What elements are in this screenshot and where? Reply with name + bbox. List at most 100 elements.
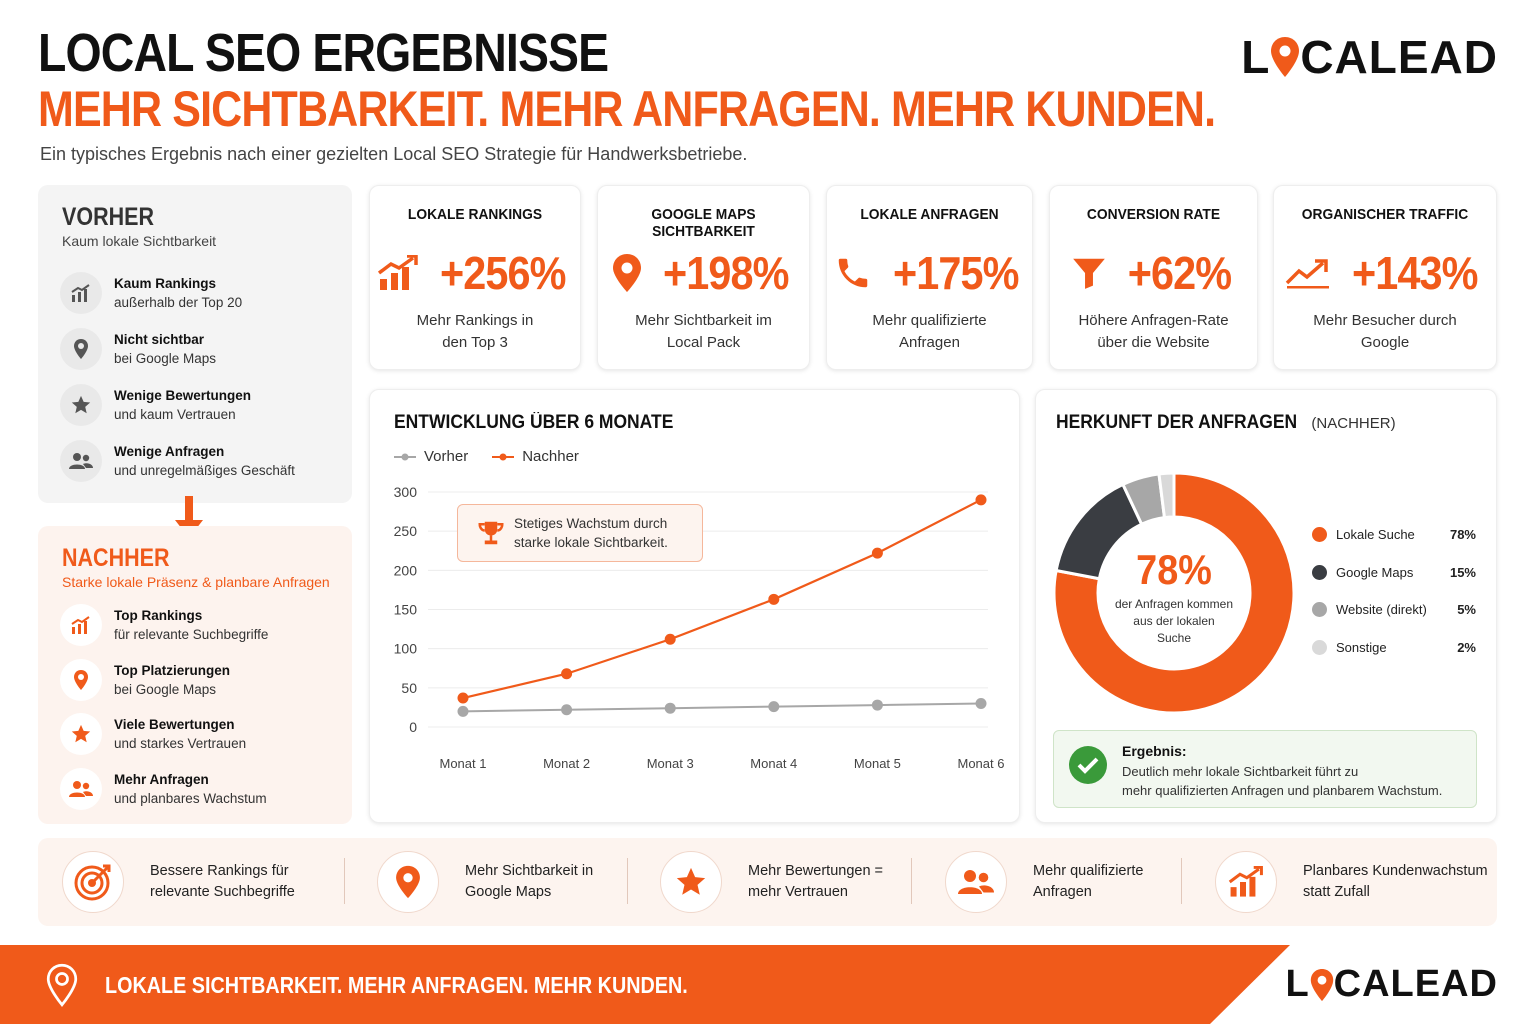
legend-value: 78% — [1449, 527, 1476, 543]
benefit-item: Bessere Rankings für relevante Suchbegrif… — [62, 851, 330, 913]
kpi-value: +256% — [440, 247, 566, 299]
before-item: Kaum Rankings außerhalb der Top 20 — [60, 265, 340, 321]
kpi-desc-line: den Top 3 — [442, 334, 508, 351]
before-item-text: außerhalb der Top 20 — [114, 295, 243, 310]
line-chart-legend: Vorher Nachher — [394, 448, 579, 465]
y-tick-label: 100 — [394, 641, 418, 657]
funnel-icon — [1073, 258, 1105, 289]
before-item-text: und unregelmäßiges Geschäft — [114, 463, 295, 478]
legend-row: Website (direkt) 5% — [1312, 591, 1476, 629]
bar-chart-up-icon — [1215, 851, 1277, 913]
benefit-line: Planbares Kundenwachstum — [1303, 863, 1488, 879]
chart-icon — [60, 604, 102, 647]
logo-text-left: L — [1241, 31, 1271, 83]
after-item: Viele Bewertungen und starkes Vertrauen — [60, 707, 340, 762]
legend-value: 15% — [1449, 564, 1476, 580]
donut-chart-title: HERKUNFT DER ANFRAGEN (NACHHER) — [1056, 412, 1396, 434]
legend-dot — [1312, 564, 1327, 580]
before-item-title: Kaum Rankings — [114, 276, 217, 291]
kpi-desc-line: Höhere Anfragen-Rate — [1078, 312, 1229, 329]
after-item: Top Platzierungen bei Google Maps — [60, 653, 340, 708]
benefit-line: Mehr Sichtbarkeit in — [465, 863, 594, 879]
footer: LOKALE SICHTBARKEIT. MEHR ANFRAGEN. MEHR… — [0, 945, 1536, 1024]
legend-label: Website (direkt) — [1336, 602, 1427, 618]
legend-label: Lokale Suche — [1336, 527, 1415, 543]
before-item-text: und kaum Vertrauen — [114, 407, 236, 422]
line-chart-title: ENTWICKLUNG ÜBER 6 MONATE — [394, 412, 674, 433]
after-item: Mehr Anfragen und planbares Wachstum — [60, 762, 340, 817]
donut-chart — [1052, 471, 1296, 715]
after-heading: NACHHER — [62, 544, 170, 572]
data-point-nachher — [768, 593, 780, 605]
after-item-text: und starkes Vertrauen — [114, 736, 247, 752]
phone-icon — [838, 258, 867, 288]
before-item: Wenige Bewertungen und kaum Vertrauen — [60, 377, 340, 433]
users-icon — [60, 767, 102, 810]
after-item-text: für relevante Suchbegriffe — [114, 627, 269, 643]
benefit-item: Planbares Kundenwachstum statt Zufall — [1215, 851, 1503, 913]
result-box: Ergebnis: Deutlich mehr lokale Sichtbark… — [1053, 730, 1477, 808]
donut-slice-lokale-suche — [1052, 471, 1296, 715]
donut-chart-card: HERKUNFT DER ANFRAGEN (NACHHER) 78% der … — [1035, 389, 1497, 823]
trend-up-icon — [1285, 259, 1330, 289]
map-pin-icon — [60, 658, 102, 701]
y-tick-label: 50 — [401, 680, 417, 696]
data-point-nachher — [975, 494, 987, 506]
legend-label: Sonstige — [1336, 639, 1387, 655]
x-tick-label: Monat 1 — [440, 756, 487, 771]
before-heading: VORHER — [62, 203, 154, 231]
after-item-title: Top Platzierungen — [114, 662, 231, 678]
logo-text-left: L — [1285, 963, 1310, 1005]
kpi-label: LOKALE ANFRAGEN — [860, 206, 999, 223]
benefits-strip: Bessere Rankings für relevante Suchbegrif… — [38, 838, 1497, 926]
benefit-line: Mehr Bewertungen = — [748, 863, 884, 879]
kpi-desc-line: Mehr Sichtbarkeit im — [635, 312, 772, 329]
donut-caption-line: Suche — [1156, 631, 1192, 645]
result-heading: Ergebnis: — [1122, 743, 1187, 759]
legend-item-vorher: Vorher — [394, 448, 468, 465]
benefit-line: Bessere Rankings für — [150, 863, 289, 879]
intro-text: Ein typisches Ergebnis nach einer geziel… — [40, 144, 748, 164]
data-point-vorher — [457, 705, 469, 717]
donut-center-label: 78% der Anfragen kommen aus der lokalen … — [1104, 546, 1244, 647]
y-tick-label: 0 — [409, 719, 417, 735]
logo-pin-icon — [1310, 968, 1333, 1001]
logo-text-right: CALEAD — [1300, 31, 1498, 83]
legend-dot — [1312, 639, 1327, 655]
line-chart-card: 0 50 100 150 200 250 300 Monat 1 Monat 2 Monat 3 M… — [369, 389, 1020, 823]
donut-caption-line: aus der lokalen — [1133, 614, 1215, 628]
map-pin-icon — [612, 254, 641, 292]
kpi-card-maps: GOOGLE MAPS SICHTBARKEIT +198% Mehr Sich… — [597, 185, 810, 370]
kpi-value: +175% — [892, 247, 1019, 299]
divider — [627, 858, 628, 904]
callout-line: Stetiges Wachstum durch — [514, 516, 668, 531]
after-item-title: Top Rankings — [114, 608, 203, 624]
brand-logo[interactable]: L CALEAD — [1241, 30, 1498, 84]
legend-row: Google Maps 15% — [1312, 554, 1476, 592]
star-icon — [660, 851, 722, 913]
footer-background — [0, 945, 1536, 1024]
kpi-desc-line: Mehr qualifizierte — [872, 312, 987, 329]
data-point-vorher — [871, 699, 883, 711]
kpi-desc-line: Anfragen — [899, 334, 960, 351]
donut-slice-sonstige — [1157, 471, 1176, 520]
before-item: Wenige Anfragen und unregelmäßiges Geschä… — [60, 433, 340, 489]
kpi-desc-line: Google — [1360, 334, 1410, 351]
result-text-line: Deutlich mehr lokale Sichtbarkeit führt … — [1122, 764, 1359, 779]
bar-chart-up-icon — [378, 255, 418, 290]
data-point-vorher — [975, 698, 987, 709]
before-item-title: Nicht sichtbar — [114, 332, 205, 347]
data-point-nachher — [664, 633, 676, 645]
legend-value: 5% — [1457, 602, 1476, 618]
kpi-desc-line: Local Pack — [666, 334, 741, 351]
kpi-label: ORGANISCHER TRAFFIC — [1301, 206, 1469, 223]
x-tick-label: Monat 2 — [543, 756, 590, 771]
page-title: LOCAL SEO ERGEBNISSE — [38, 23, 609, 83]
kpi-value: +198% — [662, 247, 789, 299]
data-point-vorher — [561, 704, 573, 716]
benefit-item: Mehr Sichtbarkeit in Google Maps — [377, 851, 645, 913]
y-tick-label: 250 — [394, 523, 418, 539]
benefit-line: statt Zufall — [1303, 884, 1370, 900]
benefit-line: Mehr qualifizierte — [1033, 863, 1144, 879]
footer-brand-logo[interactable]: L CALEAD — [1285, 963, 1498, 1006]
